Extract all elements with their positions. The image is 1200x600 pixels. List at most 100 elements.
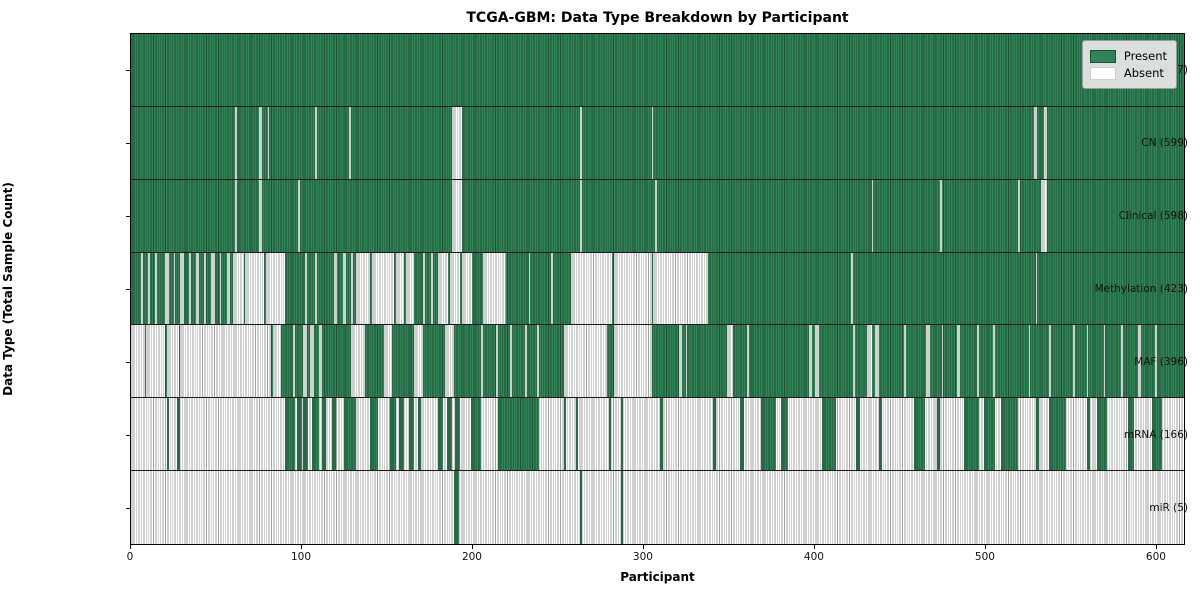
absent-segment [1120,325,1123,398]
y-tick-mark [126,69,130,71]
absent-segment [726,325,734,398]
absent-segment [351,325,365,398]
present-segment [1151,398,1162,471]
matrix-row-mrna [131,398,1184,472]
absent-segment [318,325,323,398]
absent-segment [564,325,608,398]
absent-segment [131,325,145,398]
absent-segment [1044,106,1048,179]
x-tick-mark [1155,545,1157,549]
absent-segment [1086,325,1089,398]
present-segment [1049,398,1067,471]
absent-segment [235,179,237,252]
present-segment [1127,398,1135,471]
y-tick-mark [126,215,130,217]
x-tick-label-100: 100 [290,551,312,563]
absent-segment [579,106,582,179]
present-segment [822,398,836,471]
absent-segment [146,325,166,398]
absent-segment [462,252,473,325]
legend-present-label: Present [1123,49,1167,63]
absent-segment [258,106,263,179]
absent-segment [351,252,353,325]
absent-segment [926,325,930,398]
present-segment [497,398,539,471]
absent-segment [235,106,237,179]
absent-segment [451,106,463,179]
absent-segment [451,179,463,252]
absent-segment [579,179,582,252]
y-tick-label-mrna: mRNA (166) [1123,429,1188,442]
present-segment [576,398,579,471]
absent-segment [509,325,512,398]
absent-segment [957,325,961,398]
absent-segment [653,252,708,325]
absent-segment [148,252,150,325]
present-segment [166,398,169,471]
x-tick-label-500: 500 [974,551,995,563]
absent-segment [747,325,749,398]
present-segment [453,471,459,544]
absent-segment [265,252,285,325]
presence-matrix [131,34,1184,544]
absent-segment [851,252,853,325]
matrix-row-maf [131,325,1184,399]
y-tick-mark [126,142,130,144]
absent-segment [1028,325,1031,398]
matrix-row-mir [131,471,1184,544]
present-swatch-icon [1089,49,1116,63]
x-tick-label-200: 200 [461,551,482,563]
absent-segment [482,252,507,325]
absent-segment [525,325,527,398]
present-segment [936,398,940,471]
absent-segment [571,252,613,325]
present-segment [344,398,357,471]
absent-segment [315,106,318,179]
x-tick-mark [471,545,473,549]
absent-segment [315,252,318,325]
absent-segment [1049,325,1051,398]
present-segment [296,398,302,471]
absent-segment [166,325,179,398]
x-tick-label-300: 300 [632,551,653,563]
present-segment [398,398,405,471]
absent-segment [298,179,300,252]
absent-segment [431,252,434,325]
absent-segment [349,106,352,179]
present-segment [963,398,980,471]
absent-segment [211,252,215,325]
absent-segment [180,252,184,325]
legend: Present Absent [1081,40,1177,89]
absent-segment [808,325,812,398]
matrix-row-clinical [131,179,1184,253]
present-segment [579,471,582,544]
y-tick-label-methylation: Methylation (423) [1094,283,1188,295]
y-tick-label-maf: MAF (396) [1134,356,1188,369]
absent-segment [871,179,874,252]
present-segment [332,398,336,471]
y-axis-title: Data Type (Total Sample Count) [1,182,15,396]
absent-segment [422,252,425,325]
absent-segment [180,325,271,398]
present-segment [660,398,664,471]
absent-segment [678,325,683,398]
matrix-row-bcr [131,34,1184,107]
x-tick-mark [984,545,986,549]
present-segment [322,398,326,471]
absent-segment [165,252,169,325]
absent-segment [154,252,157,325]
present-segment [303,398,309,471]
absent-segment [204,252,207,325]
matrix-row-methylation [131,252,1184,326]
y-tick-label-mir: miR (5) [1149,502,1188,515]
present-segment [620,398,623,471]
present-segment [878,398,882,471]
absent-segment [395,252,405,325]
present-segment [455,398,461,471]
absent-segment [293,325,295,398]
x-tick-mark [300,545,302,549]
absent-segment [1040,179,1048,252]
absent-segment [272,325,282,398]
x-tick-label-400: 400 [803,551,824,563]
